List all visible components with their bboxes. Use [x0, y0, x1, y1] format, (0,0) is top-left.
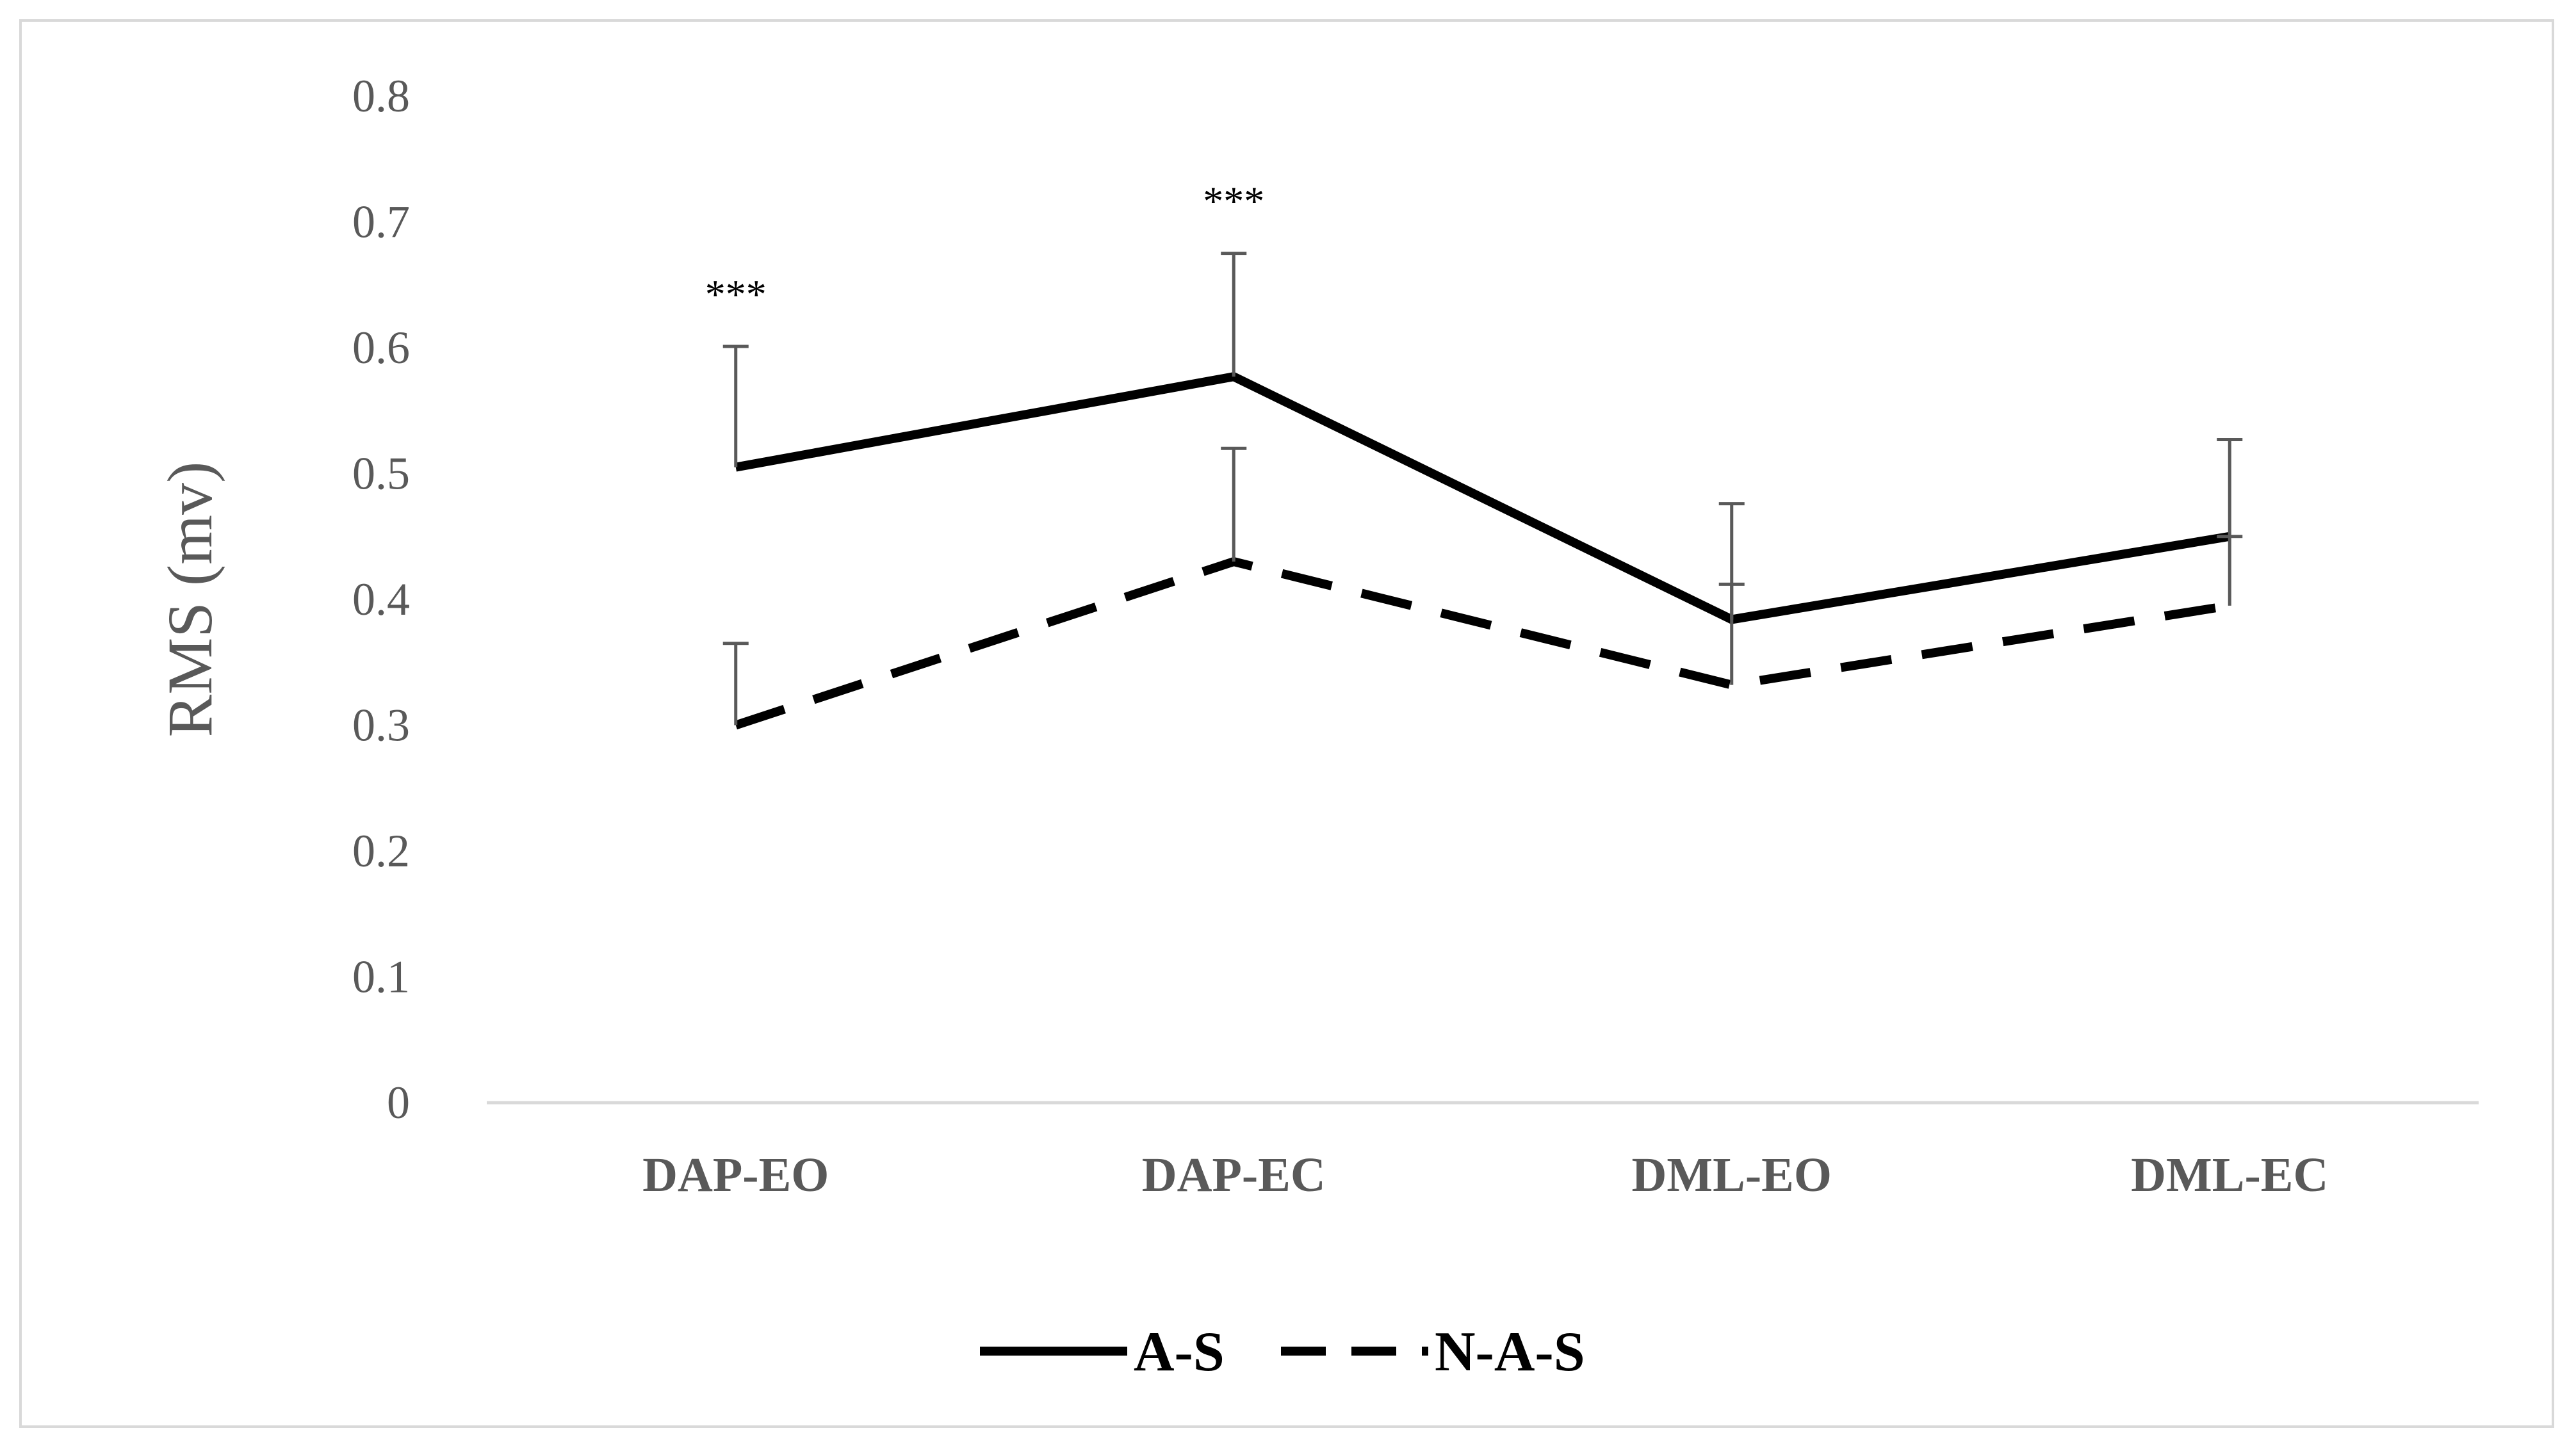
- error-bar: [1718, 582, 1745, 685]
- y-axis-ticks: 0 0.1 0.2 0.3 0.4 0.5 0.6 0.7 0.8: [352, 70, 410, 1128]
- x-tick-label: DML-EO: [1632, 1148, 1832, 1202]
- significance-annotation: ***: [1203, 179, 1264, 224]
- y-tick-label: 0.1: [352, 952, 410, 1003]
- legend-label: A-S: [1134, 1321, 1225, 1383]
- series-lines: [734, 371, 2231, 730]
- error-bar: [2217, 437, 2243, 537]
- x-axis-labels: DAP-EO DAP-EC DML-EO DML-EC: [642, 1148, 2328, 1202]
- error-bar: [1221, 446, 1247, 562]
- y-tick-label: 0.6: [352, 322, 410, 373]
- legend-item-a-s: A-S: [980, 1321, 1225, 1383]
- y-axis-title: RMS (mv): [154, 462, 225, 738]
- y-tick-label: 0.8: [352, 70, 410, 122]
- y-tick-label: 0.3: [352, 700, 410, 751]
- x-tick-label: DAP-EC: [1142, 1148, 1326, 1202]
- legend-label: N-A-S: [1435, 1321, 1585, 1383]
- error-bars: [722, 252, 2243, 726]
- x-tick-label: DAP-EO: [642, 1148, 829, 1202]
- error-bar: [722, 642, 749, 726]
- x-tick-label: DML-EC: [2131, 1148, 2328, 1202]
- error-bar: [2217, 535, 2243, 606]
- error-bar: [722, 345, 749, 467]
- y-tick-label: 0.5: [352, 448, 410, 499]
- y-tick-label: 0.7: [352, 197, 410, 248]
- legend-item-n-a-s: N-A-S: [1281, 1321, 1585, 1383]
- series-line-a-s: [735, 371, 2231, 624]
- y-tick-label: 0.4: [352, 574, 410, 625]
- chart-frame: [19, 19, 2554, 1428]
- y-tick-label: 0.2: [352, 825, 410, 877]
- legend: A-S N-A-S: [980, 1321, 1585, 1383]
- significance-annotation: ***: [705, 272, 767, 317]
- error-bar: [1221, 252, 1247, 377]
- series-line-n-a-s: [734, 556, 2231, 730]
- y-tick-label: 0: [387, 1077, 410, 1128]
- significance-annotations: *** ***: [705, 179, 1265, 317]
